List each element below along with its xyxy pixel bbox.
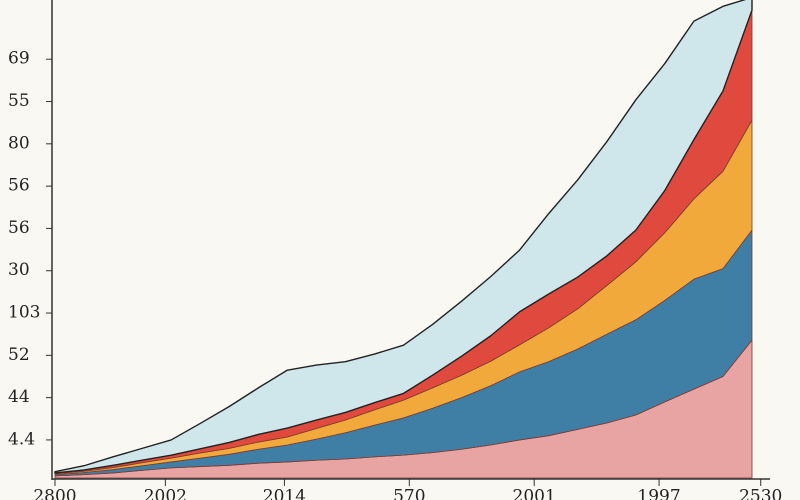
y-tick-label: 103 — [8, 303, 40, 323]
x-tick-label: 2800 — [33, 487, 76, 500]
y-tick-label: 56 — [8, 176, 30, 196]
plot-area — [54, 0, 753, 479]
x-tick-label: 2530 — [739, 487, 782, 500]
x-tick-label: 1997 — [637, 487, 680, 500]
y-tick-label: 56 — [8, 218, 30, 238]
x-tick-label: 2001 — [513, 487, 556, 500]
y-tick-label: 44 — [8, 387, 30, 407]
y-tick-label: 69 — [8, 49, 30, 69]
y-tick-label: 55 — [8, 91, 30, 111]
y-tick-label: 52 — [8, 345, 30, 365]
x-tick-label: 2014 — [263, 487, 306, 500]
y-tick-label: 4.4 — [8, 429, 35, 449]
x-tick-label: 2002 — [144, 487, 187, 500]
y-tick-label: 30 — [8, 260, 30, 280]
y-tick-label: 80 — [8, 133, 30, 153]
area — [54, 0, 753, 474]
x-tick-label: 570 — [393, 487, 425, 500]
